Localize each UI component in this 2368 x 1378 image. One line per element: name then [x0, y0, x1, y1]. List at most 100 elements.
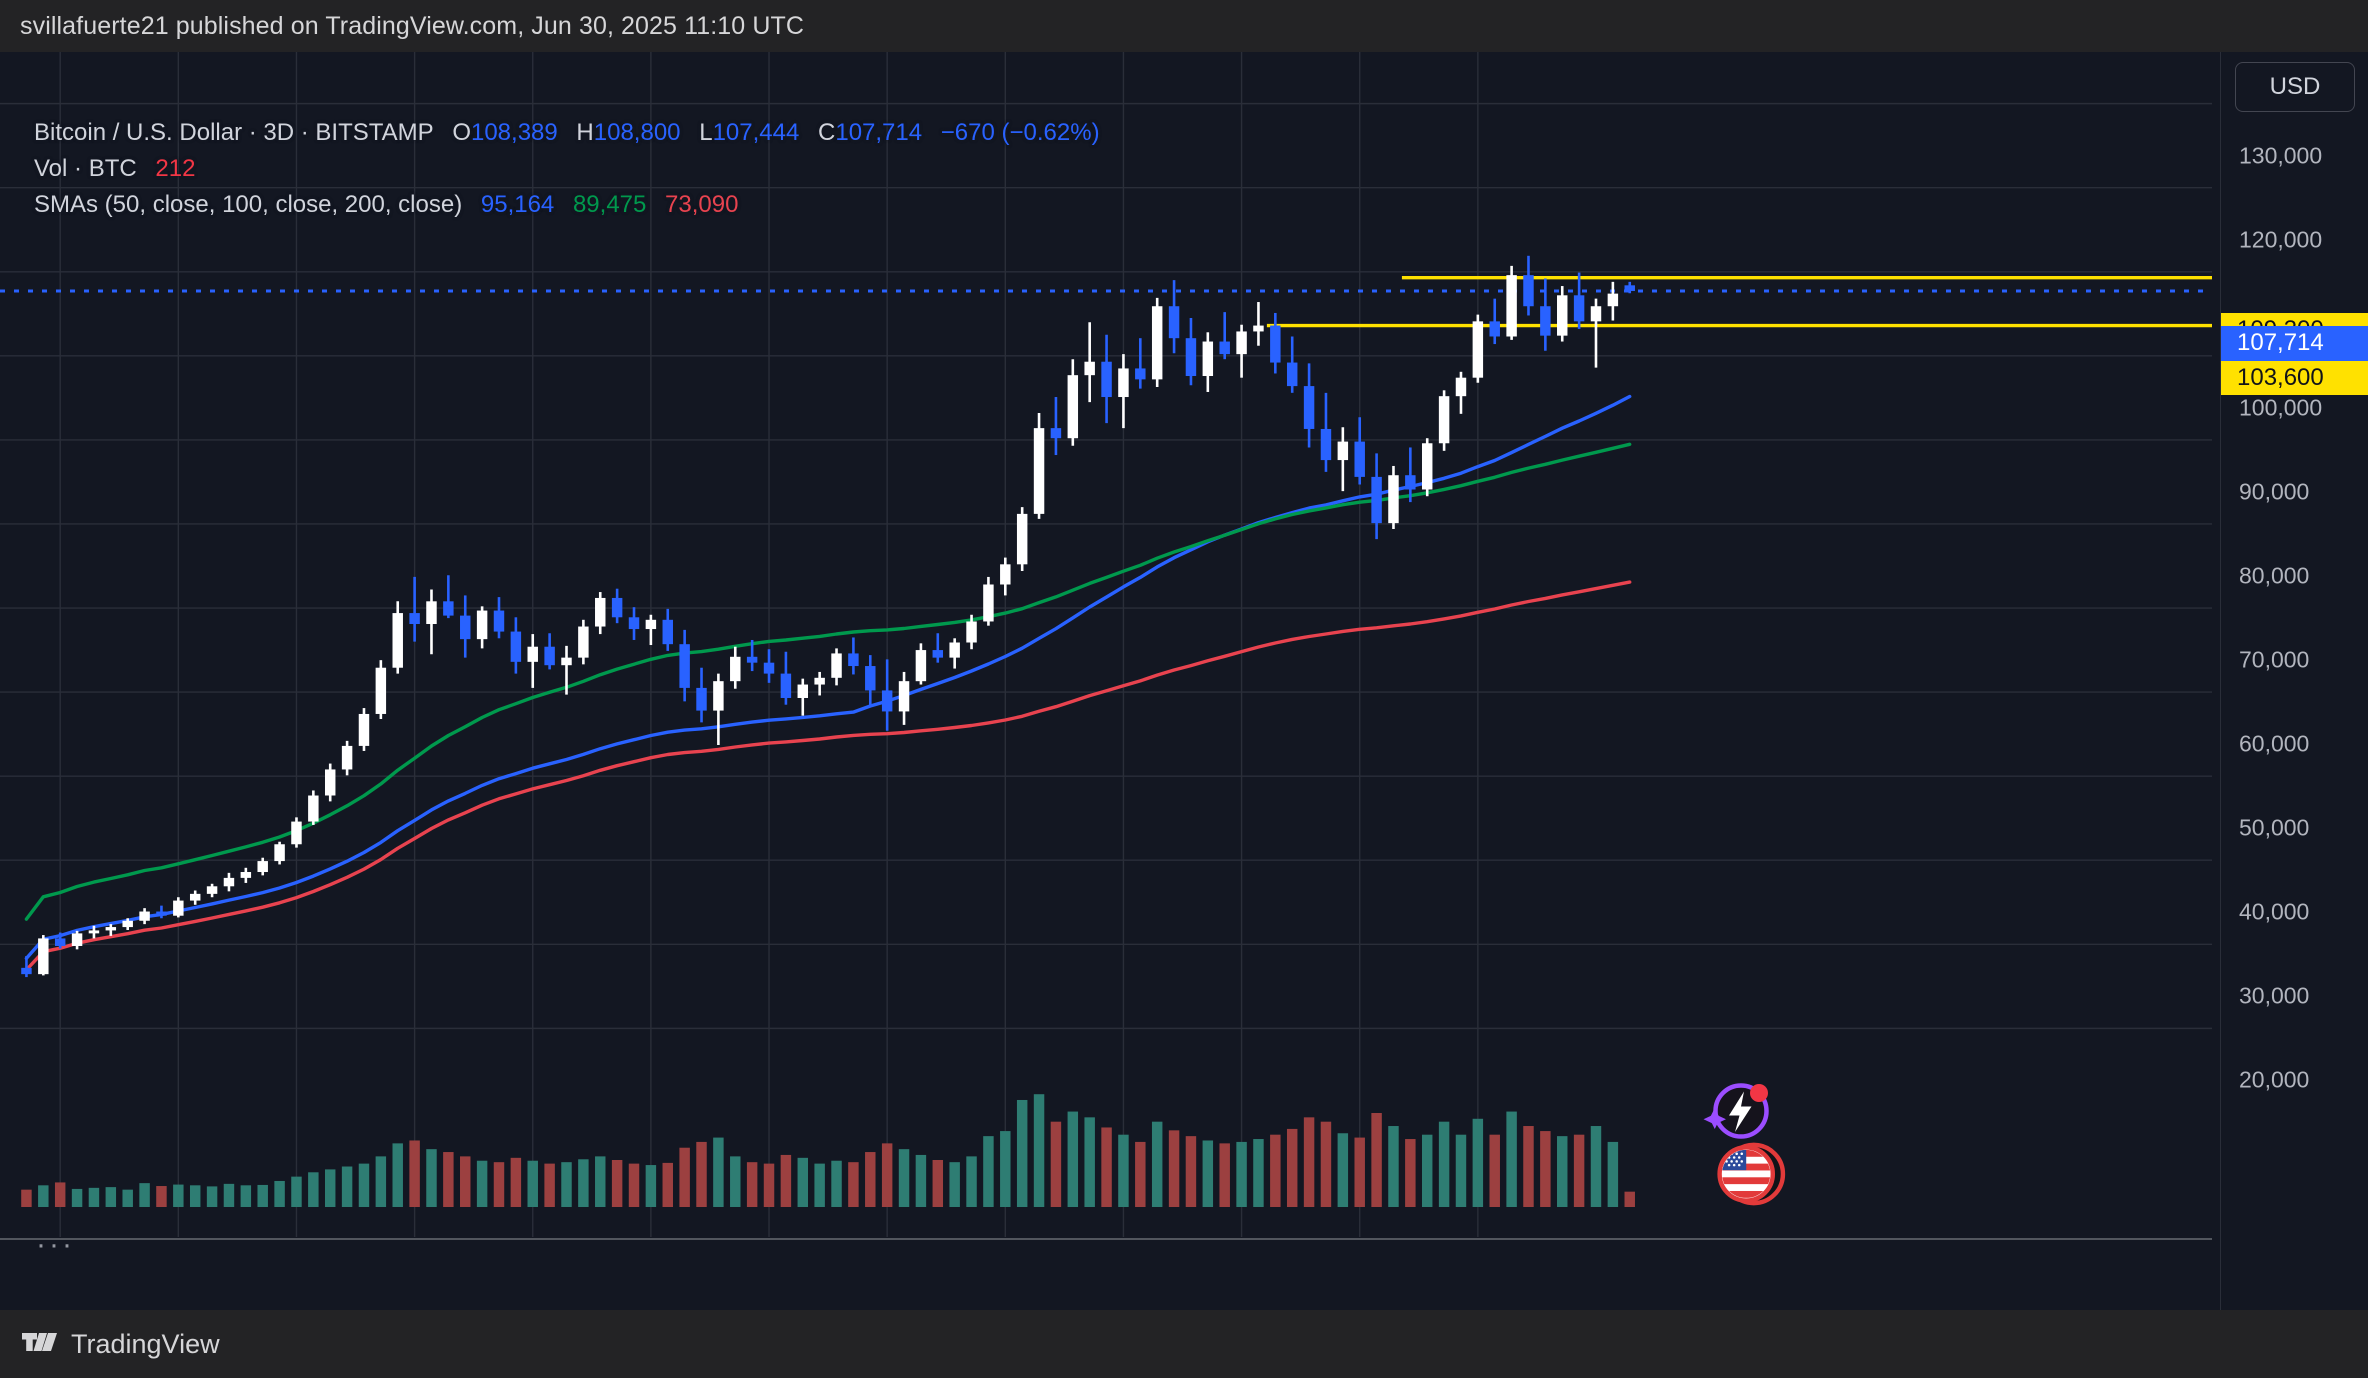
volume-bar	[1168, 1130, 1180, 1207]
price-pane[interactable]	[0, 52, 2220, 1252]
volume-bar	[1405, 1139, 1416, 1207]
tradingview-brand-bar: TradingView	[0, 1310, 2368, 1378]
candle	[493, 610, 505, 632]
price-tick-label: 60,000	[2239, 730, 2310, 757]
volume-bar	[696, 1141, 707, 1207]
sma-label[interactable]: SMAs (50, close, 100, close, 200, close)	[34, 191, 463, 218]
sma200-value: 73,090	[665, 191, 739, 218]
volume-bar	[257, 1184, 268, 1207]
volume-bar	[1320, 1121, 1332, 1207]
candle	[156, 911, 167, 916]
volume-bar	[983, 1136, 994, 1207]
price-scale[interactable]: USD 130,000120,000110,000100,00090,00080…	[2220, 52, 2368, 1310]
candle	[1489, 321, 1500, 337]
volume-bar	[1590, 1126, 1602, 1207]
volume-bar	[1421, 1134, 1433, 1207]
support-price-tag[interactable]: 103,600	[2221, 360, 2368, 395]
candle	[662, 619, 673, 645]
volume-bar	[1101, 1127, 1112, 1207]
volume-bar	[308, 1172, 319, 1207]
volume-bar	[139, 1183, 150, 1207]
volume-bar	[460, 1156, 471, 1207]
volume-bar	[1506, 1111, 1517, 1207]
volume-bar	[1016, 1099, 1028, 1207]
price-tick-label: 50,000	[2239, 814, 2310, 841]
candle	[443, 601, 454, 616]
volume-bar	[595, 1156, 606, 1207]
candle	[460, 615, 471, 640]
candle	[71, 933, 83, 946]
grid-lines	[0, 52, 2212, 1240]
volume-bar	[1202, 1140, 1214, 1207]
candlestick-chart-canvas[interactable]	[0, 52, 2220, 1252]
volume-bar	[1573, 1134, 1585, 1207]
economic-event-badge[interactable]	[1690, 1072, 1780, 1162]
candle	[1253, 325, 1264, 332]
volume-bar	[932, 1160, 944, 1207]
volume-bar	[358, 1163, 370, 1207]
candles	[21, 255, 1635, 978]
chart-frame: Bitcoin / U.S. Dollar · 3D · BITSTAMP O1…	[0, 52, 2368, 1310]
candle	[1202, 341, 1214, 377]
volume-bar	[240, 1185, 252, 1207]
volume-bar	[54, 1182, 66, 1207]
volume-bar	[898, 1149, 910, 1207]
volume-bar	[173, 1184, 184, 1207]
candle	[696, 687, 707, 711]
volume-bar	[1185, 1136, 1197, 1207]
sma100-value: 89,475	[572, 191, 647, 218]
volume-bar	[645, 1165, 657, 1207]
candle	[1354, 441, 1365, 477]
us-flag-event-badge[interactable]	[1712, 1136, 1788, 1212]
candle	[1151, 306, 1163, 380]
volume-bar	[1438, 1121, 1450, 1207]
currency-unit-button[interactable]: USD	[2235, 62, 2355, 112]
volume-bar	[1489, 1134, 1500, 1207]
candle	[341, 745, 353, 770]
candle	[1118, 368, 1129, 398]
volume-bar	[1050, 1121, 1062, 1207]
candle	[1050, 428, 1062, 439]
volume-bar	[1118, 1134, 1129, 1207]
candle	[1455, 377, 1467, 397]
legend-sma-row: SMAs (50, close, 100, close, 200, close)…	[34, 188, 1100, 222]
candle	[240, 872, 252, 878]
volume-label[interactable]: Vol · BTC	[34, 155, 137, 182]
candle	[1168, 306, 1180, 339]
candle	[223, 877, 235, 887]
symbol-title[interactable]: Bitcoin / U.S. Dollar · 3D · BITSTAMP	[34, 119, 434, 146]
volume-bar	[21, 1189, 32, 1207]
volume-bar	[38, 1185, 49, 1207]
volume-bar	[291, 1176, 302, 1207]
candle	[713, 681, 724, 711]
volume-bar	[1236, 1141, 1247, 1207]
candle	[1590, 306, 1602, 322]
volume-bar	[544, 1163, 555, 1207]
candle	[358, 713, 370, 746]
candle	[865, 666, 876, 691]
candle	[1286, 362, 1298, 387]
price-tick-label: 20,000	[2239, 1066, 2310, 1093]
volume-bar	[476, 1160, 488, 1207]
volume-bar	[1000, 1131, 1011, 1207]
candle	[139, 911, 150, 921]
candle	[1135, 368, 1146, 380]
volume-bar	[1624, 1191, 1635, 1207]
candle	[274, 844, 285, 862]
candle	[1388, 475, 1399, 524]
candle	[645, 619, 657, 630]
volume-bar	[561, 1162, 572, 1207]
candle	[1219, 341, 1230, 355]
volume-bar	[865, 1152, 876, 1207]
volume-bar	[814, 1163, 825, 1207]
volume-bar	[662, 1162, 673, 1207]
volume-bar	[780, 1154, 792, 1207]
volume-bar	[881, 1143, 893, 1207]
volume-bar	[105, 1187, 117, 1207]
sma-200-line	[24, 580, 1632, 972]
volume-bar	[746, 1162, 758, 1207]
volume-pane-more-menu[interactable]: ···	[36, 1228, 75, 1261]
volume-bar	[1523, 1126, 1534, 1207]
candle	[122, 920, 133, 928]
sma-50-line	[24, 394, 1632, 961]
